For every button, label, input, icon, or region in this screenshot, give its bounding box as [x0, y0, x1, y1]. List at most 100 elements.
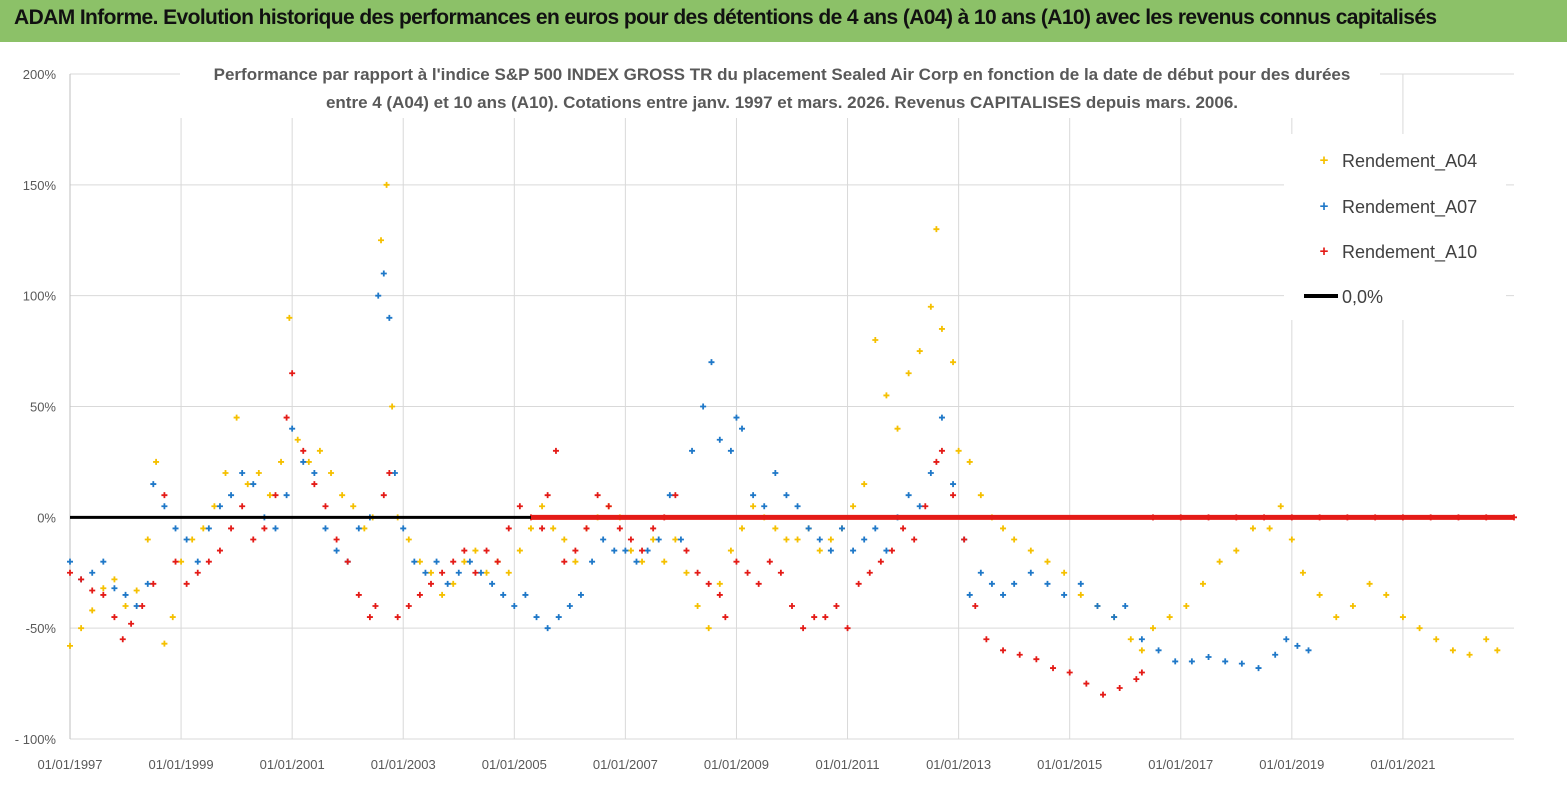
- data-point: [1383, 591, 1390, 598]
- x-tick-label: 01/01/2021: [1370, 757, 1435, 772]
- data-point: [794, 503, 801, 510]
- data-point: [1116, 685, 1123, 692]
- data-point: [450, 558, 457, 565]
- data-point: [1205, 653, 1212, 660]
- data-point: [1299, 569, 1306, 576]
- data-point: [455, 569, 462, 576]
- data-point: [577, 591, 584, 598]
- data-point: [391, 470, 398, 476]
- data-point: [386, 314, 393, 321]
- data-point: [266, 492, 273, 499]
- data-point: [927, 470, 934, 476]
- data-point: [1266, 525, 1273, 532]
- data-point: [900, 525, 907, 532]
- performance-scatter-chart: 200% 150% 100% 50% 0% -50% - 100% 01/01/1997 01/…: [0, 42, 1567, 790]
- data-point: [772, 525, 779, 532]
- data-point: [250, 536, 257, 543]
- data-point: [552, 447, 559, 454]
- data-point: [927, 303, 934, 310]
- data-point: [422, 569, 429, 576]
- data-point: [633, 558, 640, 565]
- data-point: [794, 536, 801, 543]
- data-point: [1433, 636, 1440, 643]
- data-point: [286, 314, 293, 321]
- data-point: [555, 614, 562, 621]
- data-point: [1238, 660, 1245, 667]
- data-point: [733, 414, 740, 421]
- legend-item-zero: 0,0%: [1304, 287, 1383, 307]
- data-point: [1483, 636, 1490, 643]
- x-tick-label: 01/01/1997: [37, 757, 102, 772]
- data-point: [783, 536, 790, 543]
- data-point: [727, 447, 734, 454]
- data-point: [489, 580, 496, 587]
- data-point: [739, 425, 746, 432]
- chart-legend: + Rendement_A04 + Rendement_A07 + Rendem…: [1284, 134, 1506, 320]
- series-rendement-a07: [67, 270, 1312, 672]
- data-point: [739, 525, 746, 532]
- data-point: [650, 525, 657, 532]
- data-point: [600, 536, 607, 543]
- data-point: [450, 580, 457, 587]
- data-point: [961, 536, 968, 543]
- data-point: [933, 458, 940, 465]
- data-point: [1416, 625, 1423, 632]
- data-point: [300, 458, 307, 465]
- data-point: [866, 569, 873, 576]
- data-point: [905, 492, 912, 499]
- data-point: [850, 547, 857, 554]
- data-point: [689, 447, 696, 454]
- data-point: [380, 270, 387, 277]
- data-point: [644, 547, 651, 554]
- chart-title-group: Performance par rapport à l'indice S&P 5…: [180, 58, 1380, 118]
- data-point: [1249, 525, 1256, 532]
- data-point: [128, 620, 135, 627]
- data-point: [144, 580, 151, 587]
- data-point: [661, 558, 668, 565]
- data-point: [172, 525, 179, 532]
- data-point: [100, 585, 107, 592]
- chart-container: 200% 150% 100% 50% 0% -50% - 100% 01/01/1997 01/…: [0, 42, 1567, 790]
- data-point: [605, 503, 612, 510]
- data-point: [594, 492, 601, 499]
- data-point: [386, 470, 393, 476]
- data-point: [561, 536, 568, 543]
- data-point: [355, 525, 362, 532]
- data-point: [950, 481, 957, 488]
- data-point: [89, 569, 96, 576]
- title-backdrop: [180, 58, 1380, 118]
- data-point: [750, 492, 757, 499]
- data-point: [261, 525, 268, 532]
- data-point: [278, 458, 285, 465]
- report-title: ADAM Informe. Evolution historique des p…: [14, 6, 1437, 29]
- data-point: [183, 536, 190, 543]
- data-point: [1011, 580, 1018, 587]
- data-point: [811, 614, 818, 621]
- data-point: [616, 525, 623, 532]
- data-point: [816, 536, 823, 543]
- data-point: [433, 558, 440, 565]
- data-point: [627, 536, 634, 543]
- data-point: [322, 503, 329, 510]
- data-point: [444, 580, 451, 587]
- data-point: [827, 547, 834, 554]
- legend-marker-a07: +: [1320, 198, 1329, 215]
- data-point: [1216, 558, 1223, 565]
- data-point: [650, 536, 657, 543]
- data-point: [355, 591, 362, 598]
- data-point: [1272, 651, 1279, 658]
- data-point: [966, 458, 973, 465]
- data-point: [350, 503, 357, 510]
- data-point: [511, 603, 518, 609]
- grid-lines: [69, 73, 1514, 740]
- data-point: [783, 492, 790, 499]
- legend-marker-a10: +: [1320, 243, 1329, 260]
- data-point: [89, 607, 96, 614]
- data-point: [861, 536, 868, 543]
- data-point: [666, 492, 673, 499]
- data-point: [539, 525, 546, 532]
- axes: 200% 150% 100% 50% 0% -50% - 100% 01/01/1997 01/…: [15, 67, 1436, 772]
- data-point: [708, 359, 715, 366]
- data-point: [1061, 569, 1068, 576]
- data-point: [655, 536, 662, 543]
